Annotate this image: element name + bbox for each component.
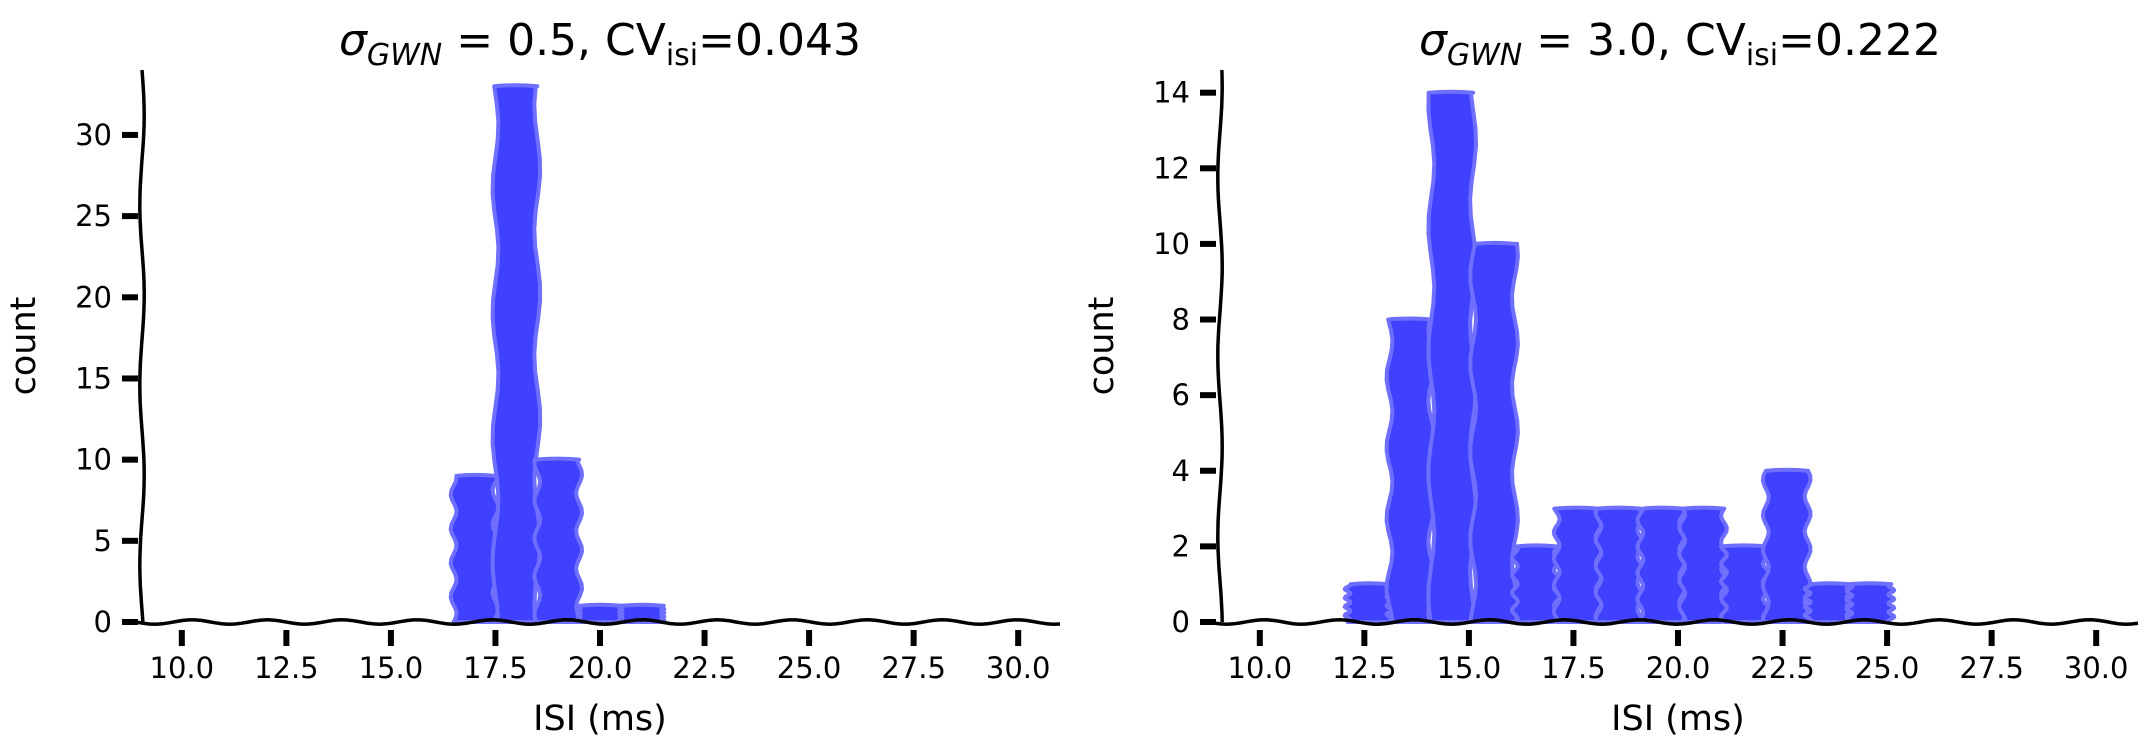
- x-tick-label: 25.0: [777, 651, 842, 685]
- x-tick-label: 10.0: [150, 651, 215, 685]
- x-tick-label: 20.0: [1646, 651, 1711, 685]
- histogram-bar: [490, 83, 543, 624]
- histogram-panel-left: σGWN = 0.5, CVisi=0.043 0 5 10 15 20 25 30 10.…: [4, 15, 1061, 739]
- y-tick-label: 6: [1172, 378, 1190, 412]
- histogram-bar: [1760, 467, 1813, 624]
- y-tick-label: 30: [75, 118, 112, 152]
- x-ticks-left: 10.0 12.5 15.0 17.5 20.0 22.5 25.0 27.5 30.0: [150, 630, 1051, 685]
- x-tick-label: 10.0: [1228, 651, 1293, 685]
- x-tick-label: 25.0: [1855, 651, 1920, 685]
- histogram-bar: [1468, 240, 1520, 624]
- x-tick-label: 30.0: [986, 651, 1051, 685]
- x-tick-label: 22.5: [1750, 651, 1815, 685]
- histogram-bar: [1844, 581, 1897, 624]
- y-tick-label: 0: [94, 605, 112, 639]
- chart-title-right: σGWN = 3.0, CVisi=0.222: [1419, 15, 1941, 73]
- chart-title-left: σGWN = 0.5, CVisi=0.043: [339, 15, 861, 73]
- y-tick-label: 25: [75, 199, 112, 233]
- y-ticks-left: 0 5 10 15 20 25 30: [75, 118, 138, 639]
- histogram-panel-right: σGWN = 3.0, CVisi=0.222 0 2 4 6 8 10 12 14 10.0…: [1082, 15, 2139, 739]
- x-tick-label: 17.5: [1541, 651, 1606, 685]
- x-tick-label: 30.0: [2064, 651, 2129, 685]
- x-tick-label: 22.5: [672, 651, 737, 685]
- y-axis-label-left: count: [4, 297, 44, 396]
- x-tick-label: 12.5: [1332, 651, 1397, 685]
- y-axis-line-right: [1216, 69, 1224, 623]
- y-tick-label: 5: [94, 524, 112, 558]
- histogram-bar: [1593, 505, 1646, 624]
- x-tick-label: 17.5: [463, 651, 528, 685]
- y-tick-label: 15: [75, 361, 112, 395]
- x-tick-label: 12.5: [254, 651, 319, 685]
- histogram-bar: [617, 602, 667, 624]
- x-tick-label: 15.0: [1437, 651, 1502, 685]
- y-tick-label: 8: [1172, 303, 1190, 337]
- y-tick-label: 14: [1153, 76, 1190, 110]
- y-axis-label-right: count: [1082, 297, 1122, 396]
- x-tick-label: 20.0: [568, 651, 633, 685]
- histogram-bar: [575, 602, 625, 624]
- x-tick-label: 27.5: [881, 651, 946, 685]
- x-axis-label-right: ISI (ms): [1611, 699, 1745, 739]
- y-tick-label: 10: [1153, 227, 1190, 261]
- x-axis-line-right: [1213, 618, 2139, 626]
- x-tick-label: 27.5: [1959, 651, 2024, 685]
- y-tick-label: 10: [75, 443, 112, 477]
- histogram-bar: [448, 472, 501, 624]
- y-ticks-right: 0 2 4 6 8 10 12 14: [1153, 76, 1216, 639]
- bars-left: [448, 83, 667, 624]
- histogram-bar: [532, 456, 584, 624]
- x-tick-label: 15.0: [359, 651, 424, 685]
- y-tick-label: 0: [1172, 605, 1190, 639]
- y-tick-label: 12: [1153, 151, 1190, 185]
- y-axis-line-left: [138, 69, 146, 623]
- x-axis-line-left: [135, 618, 1061, 626]
- y-tick-label: 2: [1172, 529, 1190, 563]
- x-axis-label-left: ISI (ms): [533, 699, 667, 739]
- y-tick-label: 20: [75, 280, 112, 314]
- x-ticks-right: 10.0 12.5 15.0 17.5 20.0 22.5 25.0 27.5 30.0: [1228, 630, 2129, 685]
- y-tick-label: 4: [1172, 454, 1190, 488]
- bars-right: [1342, 89, 1897, 624]
